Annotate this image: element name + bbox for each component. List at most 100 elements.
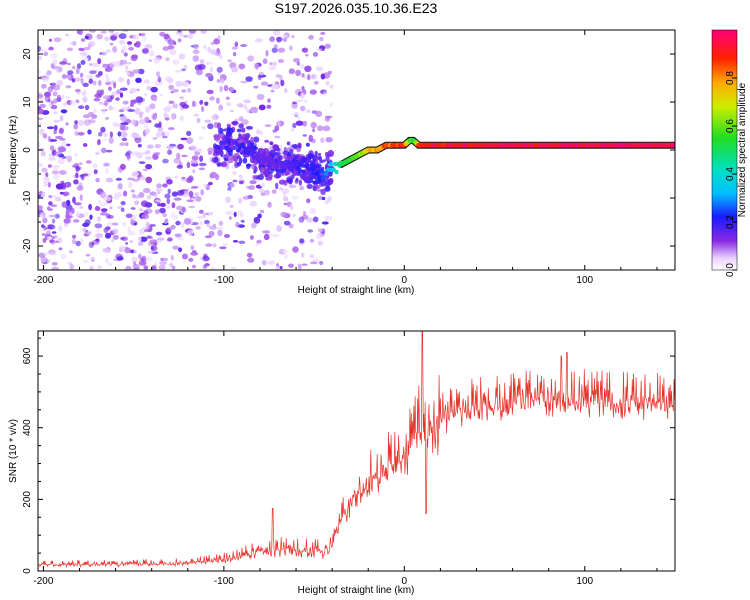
spectrogram-noise-blob [245, 185, 253, 189]
spectrogram-noise-blob [131, 151, 139, 156]
spectrogram-noise-blob [125, 265, 132, 270]
spectrogram-noise-blob [66, 73, 72, 80]
spectrogram-noise-blob [177, 143, 184, 150]
spectrogram-noise-blob [173, 41, 177, 46]
spectrogram-noise-blob [202, 256, 210, 262]
spectrogram-noise-blob [238, 123, 244, 129]
spectrogram-noise-blob [256, 93, 265, 101]
spectrogram-noise-blob [306, 198, 311, 204]
spectrogram-noise-blob [79, 72, 84, 78]
spectrogram-noise-blob [138, 118, 146, 125]
spectrogram-noise-blob [181, 68, 186, 72]
spectrogram-noise-blob [80, 60, 86, 65]
spectrogram-noise-blob [130, 99, 138, 104]
spectrogram-ytick-label: 10 [22, 96, 33, 108]
spectrogram-noise-blob [53, 125, 58, 131]
spectrogram-ridge-cell [324, 171, 329, 177]
spectrogram-noise-blob [265, 50, 269, 57]
spectrogram-noise-blob [321, 196, 326, 201]
spectrogram-noise-blob [49, 239, 55, 244]
spectrogram-noise-blob [102, 247, 111, 253]
spectrogram-noise-blob [171, 265, 176, 270]
spectrogram-noise-blob [275, 265, 279, 270]
colorbar-tick-label: 0.0 [725, 263, 736, 277]
spectrogram-noise-blob [278, 179, 286, 185]
spectrogram-noise-blob [226, 127, 231, 132]
spectrogram-noise-blob [269, 36, 275, 42]
spectrogram-noise-blob [56, 79, 64, 87]
spectrogram-noise-blob [209, 225, 217, 230]
spectrogram-noise-blob [231, 120, 238, 126]
spectrogram-noise-blob [175, 220, 181, 226]
spectrogram-noise-blob [262, 58, 268, 65]
spectrogram-noise-blob [312, 216, 319, 223]
spectrogram-noise-blob [219, 246, 227, 250]
spectrogram-noise-blob [127, 156, 131, 161]
spectrogram-noise-blob [237, 197, 243, 204]
spectrogram-noise-blob [186, 88, 192, 93]
spectrogram-noise-blob [200, 30, 207, 34]
spectrogram-noise-blob [289, 181, 293, 185]
spectrogram-noise-blob [138, 112, 143, 119]
spectrogram-noise-blob [308, 35, 314, 40]
spectrogram-noise-blob [68, 212, 73, 216]
spectrogram-noise-blob [317, 152, 322, 157]
spectrogram-noise-blob [186, 161, 191, 169]
spectrogram-noise-blob [88, 63, 94, 66]
snr-xtick-label: -100 [214, 576, 234, 587]
spectrogram-noise-blob [164, 76, 170, 82]
spectrogram-noise-blob [50, 104, 58, 110]
spectrogram-ridge-cell [321, 174, 326, 180]
spectrogram-noise-blob [128, 46, 135, 51]
spectrogram-noise-blob [288, 184, 297, 189]
spectrogram-noise-blob [266, 165, 273, 171]
snr-ytick-label: 0 [22, 568, 33, 574]
spectrogram-noise-blob [100, 212, 108, 216]
spectrogram-noise-blob [323, 181, 331, 187]
spectrogram-noise-blob [97, 265, 102, 270]
spectrogram-noise-blob [258, 104, 266, 111]
spectrogram-noise-blob [189, 144, 198, 150]
spectrogram-noise-blob [269, 62, 273, 66]
spectrogram-noise-blob [185, 137, 194, 144]
spectrogram-noise-blob [305, 142, 310, 147]
spectrogram-noise-blob [130, 119, 137, 126]
spectrogram-noise-blob [132, 178, 140, 182]
spectrogram-noise-blob [168, 100, 175, 105]
spectrogram-noise-blob [147, 236, 153, 239]
spectrogram-noise-blob [200, 189, 205, 196]
spectrogram-noise-blob [320, 73, 326, 80]
spectrogram-noise-blob [275, 182, 279, 190]
spectrogram-noise-blob [306, 109, 311, 113]
spectrogram-noise-blob [262, 230, 271, 234]
spectrogram-noise-blob [51, 194, 58, 198]
spectrogram-noise-blob [53, 111, 58, 115]
spectrogram-noise-blob [201, 106, 205, 112]
spectrogram-noise-blob [144, 116, 150, 124]
spectrogram-noise-blob [277, 47, 286, 53]
spectrogram-noise-blob [188, 205, 196, 209]
spectrogram-noise-blob [223, 234, 231, 238]
spectrogram-noise-blob [61, 155, 67, 159]
spectrogram-noise-blob [178, 53, 186, 60]
spectrogram-noise-blob [324, 215, 333, 221]
spectrogram-noise-blob [240, 80, 248, 84]
spectrogram-noise-blob [225, 210, 234, 216]
spectrogram-noise-blob [264, 139, 270, 143]
spectrogram-noise-blob [301, 263, 308, 266]
spectrogram-noise-blob [299, 238, 305, 244]
spectrogram-noise-blob [126, 71, 131, 76]
spectrogram-noise-blob [217, 35, 221, 41]
spectrogram-noise-blob [74, 89, 81, 93]
spectrogram-noise-blob [327, 70, 332, 75]
spectrogram-noise-blob [329, 102, 334, 107]
spectrogram-noise-blob [94, 223, 103, 229]
spectrogram-noise-blob [97, 200, 101, 204]
spectrogram-noise-blob [85, 253, 91, 257]
snr-ytick-label: 600 [22, 347, 33, 364]
spectrogram-noise-blob [170, 224, 176, 230]
spectrogram-noise-blob [293, 58, 300, 63]
spectrogram-noise-blob [42, 133, 48, 139]
spectrogram-noise-blob [137, 144, 142, 148]
spectrogram-noise-blob [46, 70, 52, 76]
